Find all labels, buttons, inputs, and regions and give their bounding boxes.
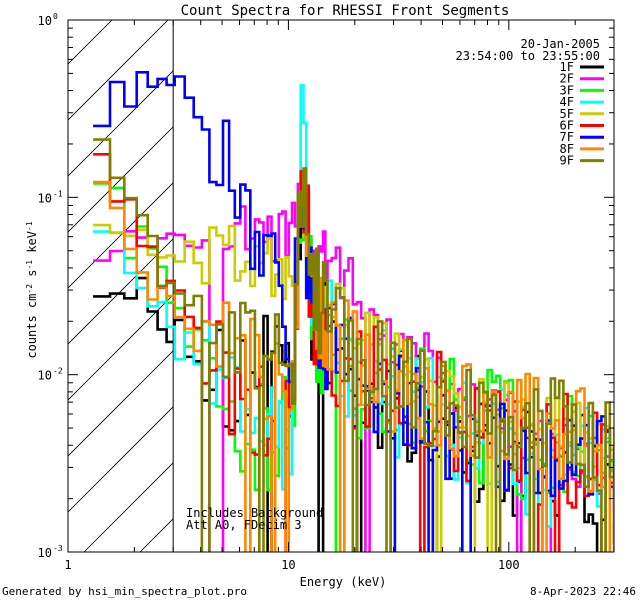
- date-label: 20-Jan-2005: [521, 37, 600, 51]
- legend-label-3F: 3F: [560, 83, 574, 97]
- hatch-line: [0, 0, 28, 552]
- y-label-part-4: keV: [25, 231, 39, 260]
- hatch-line: [68, 294, 174, 401]
- y-tick-label: 10: [38, 369, 52, 383]
- y-label-part-2: s: [25, 270, 39, 284]
- legend-label-5F: 5F: [560, 107, 574, 121]
- series-line-4F: [93, 84, 614, 552]
- hatch-line: [68, 182, 174, 289]
- plot-frame: [67, 19, 615, 553]
- y-axis-label: counts cm-2 s-1 keV-1: [25, 221, 40, 358]
- x-tick-label: 1: [64, 558, 71, 572]
- y-tick-exponent: -2: [53, 367, 63, 376]
- legend-label-2F: 2F: [560, 72, 574, 86]
- legend-label-1F: 1F: [560, 60, 574, 74]
- legend-label-8F: 8F: [560, 142, 574, 156]
- legend-label-7F: 7F: [560, 130, 574, 144]
- y-label-part-1: -2: [25, 284, 34, 294]
- y-tick-label: 10: [38, 14, 52, 28]
- y-tick-label: 10: [38, 191, 52, 205]
- time-range-label: 23:54:00 to 23:55:00: [456, 49, 601, 63]
- y-label-part-0: counts cm: [25, 294, 39, 359]
- legend-label-9F: 9F: [560, 154, 574, 168]
- y-label-part-5: -1: [25, 221, 34, 231]
- x-tick-label: 100: [498, 558, 520, 572]
- x-axis-label: Energy (keV): [300, 575, 387, 589]
- footer-timestamp: 8-Apr-2023 22:46: [530, 585, 636, 598]
- hatch-line: [68, 406, 174, 513]
- series-line-9F: [93, 138, 614, 552]
- legend-label-6F: 6F: [560, 119, 574, 133]
- y-tick-exponent: -3: [53, 544, 63, 553]
- series-lines: [93, 71, 614, 552]
- y-tick-label: 10: [38, 546, 52, 560]
- y-tick-exponent: 0: [53, 12, 58, 21]
- legend-label-4F: 4F: [560, 95, 574, 109]
- note-background: Includes Background: [186, 506, 323, 520]
- x-tick-label: 10: [281, 558, 295, 572]
- chart-title: Count Spectra for RHESSI Front Segments: [181, 3, 510, 19]
- y-tick-exponent: -1: [53, 189, 63, 198]
- note-attenuator: Att A0, FDecim 3: [186, 518, 302, 532]
- hatch-lines: [0, 0, 174, 552]
- hatch-line: [0, 0, 84, 552]
- y-label-part-3: -1: [25, 260, 34, 270]
- series-line-6F: [93, 153, 614, 552]
- footer-generated-by: Generated by hsi_min_spectra_plot.pro: [2, 585, 247, 598]
- shaded-region: [0, 0, 174, 552]
- hatch-line: [68, 20, 169, 121]
